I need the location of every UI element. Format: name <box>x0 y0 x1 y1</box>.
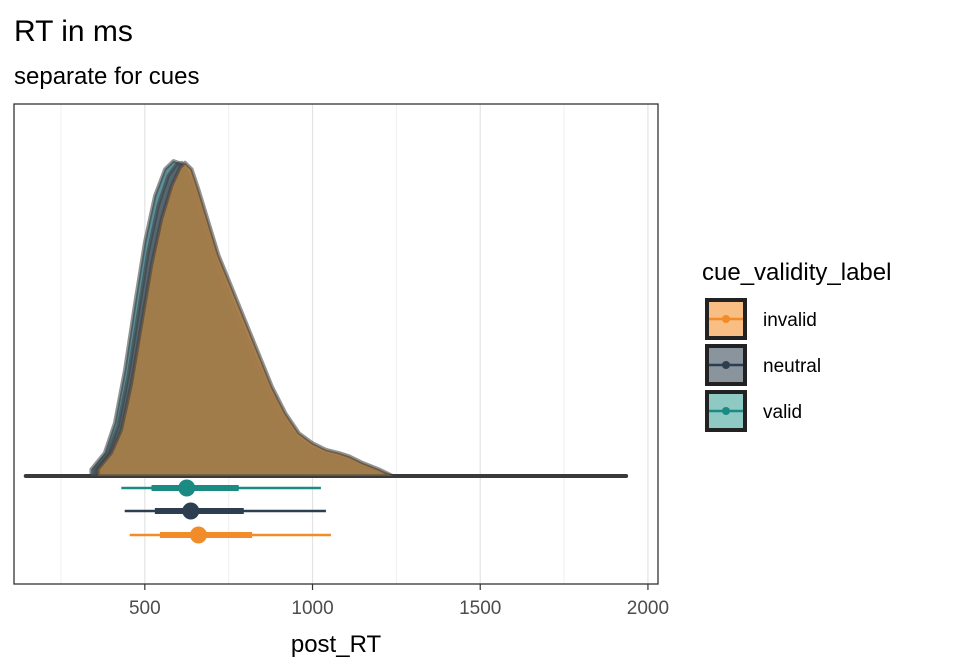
interval-point-valid <box>178 479 196 497</box>
legend-key-point-invalid <box>722 315 730 323</box>
legend-label-neutral: neutral <box>763 356 821 377</box>
chart-subtitle: separate for cues <box>14 63 199 90</box>
interval-point-invalid <box>189 526 207 544</box>
x-tick-label: 500 <box>129 598 161 619</box>
interval-valid <box>121 479 321 497</box>
panel-border <box>13 103 659 585</box>
x-axis-title: post_RT <box>291 631 382 658</box>
legend-item-neutral: neutral <box>705 344 821 386</box>
density-invalid <box>96 160 395 478</box>
legend-item-invalid: invalid <box>705 298 817 340</box>
legend-key-point-neutral <box>722 361 730 369</box>
x-axis: 500 1000 1500 2000 <box>129 584 669 619</box>
legend-item-valid: valid <box>705 390 802 432</box>
x-tick-label: 1000 <box>291 598 333 619</box>
legend-label-valid: valid <box>763 402 802 423</box>
chart-title: RT in ms <box>14 15 133 48</box>
legend-label-invalid: invalid <box>763 310 817 331</box>
legend-key-point-valid <box>722 407 730 415</box>
interval-neutral <box>124 502 326 520</box>
interval-invalid <box>129 526 331 544</box>
x-tick-label: 1500 <box>459 598 501 619</box>
legend-title: cue_validity_label <box>702 259 891 286</box>
interval-point-neutral <box>182 502 200 520</box>
x-tick-label: 2000 <box>627 598 669 619</box>
